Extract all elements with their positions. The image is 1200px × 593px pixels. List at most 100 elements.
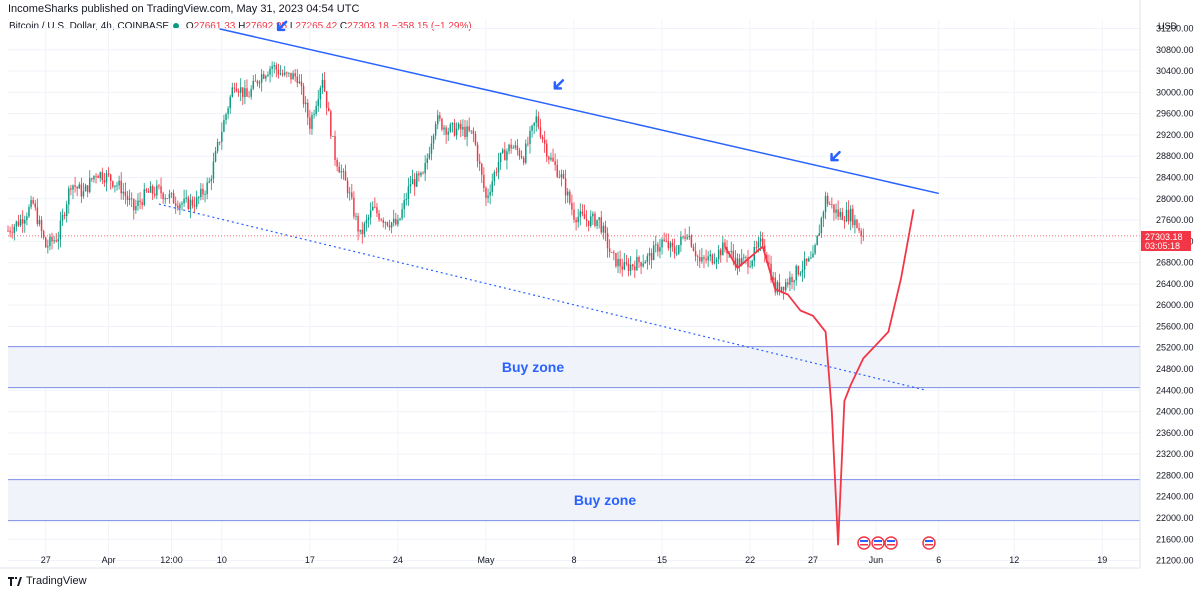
y-tick-label: 27600.00 bbox=[1156, 215, 1194, 225]
flag-circle bbox=[884, 536, 898, 550]
candle-body bbox=[606, 233, 609, 249]
candle-body bbox=[734, 257, 737, 267]
candle-body bbox=[191, 199, 194, 206]
candle-body bbox=[533, 122, 535, 126]
candle-body bbox=[82, 191, 85, 197]
projection-path bbox=[724, 209, 915, 546]
candle-body bbox=[200, 188, 202, 198]
candle-body bbox=[854, 219, 856, 226]
candle-body bbox=[7, 230, 9, 232]
candle-body bbox=[174, 203, 177, 206]
x-tick-label: 6 bbox=[936, 555, 941, 565]
candle-body bbox=[271, 66, 273, 69]
candle-body bbox=[369, 210, 372, 218]
change-value: −358.15 (−1.29%) bbox=[391, 21, 472, 32]
candle-body bbox=[76, 186, 78, 189]
candle-body bbox=[610, 252, 613, 253]
candle-body bbox=[361, 229, 364, 235]
flag-stripe bbox=[860, 540, 868, 542]
candle-body bbox=[803, 258, 806, 270]
candle-body bbox=[89, 178, 91, 193]
candle-body bbox=[409, 184, 412, 187]
y-tick-label: 21600.00 bbox=[1156, 534, 1194, 544]
brand-label[interactable]: TradingView bbox=[26, 575, 87, 587]
candle-body bbox=[573, 209, 575, 220]
candle-body bbox=[617, 258, 619, 267]
candle-body bbox=[332, 136, 334, 137]
candle-body bbox=[709, 254, 711, 257]
candle-body bbox=[181, 203, 183, 205]
candle-body bbox=[711, 254, 714, 264]
candle-body bbox=[552, 157, 554, 162]
candle-body bbox=[210, 178, 213, 182]
candle-body bbox=[852, 208, 854, 226]
buy-zones: Buy zone Buy zone bbox=[8, 346, 1140, 522]
candle-body bbox=[103, 180, 106, 183]
candle-body bbox=[845, 209, 848, 222]
open-label: O bbox=[185, 21, 194, 32]
y-tick-label: 30000.00 bbox=[1156, 87, 1194, 97]
candle-body bbox=[443, 127, 445, 130]
candle-body bbox=[93, 175, 95, 180]
candle-body bbox=[629, 264, 632, 272]
candles bbox=[7, 61, 865, 300]
candle-body bbox=[594, 213, 596, 226]
candle-body bbox=[564, 178, 567, 196]
candle-body bbox=[84, 185, 87, 192]
candle-body bbox=[141, 202, 143, 205]
candle-body bbox=[430, 143, 433, 154]
last-price-tag: 27303.18 03:05:18 bbox=[1141, 231, 1191, 251]
candle-body bbox=[862, 235, 865, 238]
candle-body bbox=[57, 239, 60, 242]
candle-body bbox=[296, 76, 299, 84]
buy-zone-band bbox=[8, 346, 1140, 388]
candle-body bbox=[397, 219, 399, 225]
candle-body bbox=[384, 222, 387, 224]
candle-body bbox=[416, 173, 418, 187]
candle-body bbox=[822, 212, 825, 219]
candle-body bbox=[678, 245, 680, 254]
candle-body bbox=[596, 219, 598, 226]
candle-body bbox=[652, 245, 655, 261]
candle-body bbox=[512, 147, 514, 149]
y-tick-label: 29600.00 bbox=[1156, 109, 1194, 119]
candle-body bbox=[315, 106, 317, 114]
symbol-title[interactable]: Bitcoin / U.S. Dollar, 4h, COINBASE bbox=[9, 21, 170, 32]
candle-body bbox=[147, 190, 150, 193]
candle-body bbox=[826, 195, 829, 205]
candle-body bbox=[30, 200, 32, 208]
candle-body bbox=[590, 216, 592, 226]
candle-body bbox=[782, 286, 785, 291]
candle-body bbox=[791, 277, 793, 283]
candle-body bbox=[99, 172, 101, 179]
candle-body bbox=[28, 207, 30, 217]
candle-body bbox=[529, 130, 531, 145]
candle-body bbox=[411, 179, 414, 185]
candle-body bbox=[204, 194, 206, 196]
candle-body bbox=[772, 277, 774, 280]
candle-body bbox=[298, 81, 301, 84]
candle-body bbox=[151, 186, 154, 194]
candle-body bbox=[558, 176, 561, 178]
candle-body bbox=[283, 72, 286, 75]
candle-body bbox=[9, 230, 11, 233]
candle-body bbox=[743, 257, 745, 258]
candle-body bbox=[32, 200, 34, 204]
candle-body bbox=[237, 91, 240, 93]
candle-body bbox=[810, 257, 812, 259]
candle-body bbox=[68, 188, 70, 205]
candle-body bbox=[418, 173, 420, 176]
x-tick-label: 17 bbox=[305, 555, 315, 565]
candle-body bbox=[338, 166, 340, 173]
candle-body bbox=[156, 185, 158, 196]
candle-body bbox=[193, 205, 196, 207]
x-tick-label: 27 bbox=[808, 555, 818, 565]
candle-body bbox=[61, 214, 64, 221]
candle-body bbox=[229, 96, 231, 109]
candle-body bbox=[843, 220, 846, 222]
buy-zone-label: Buy zone bbox=[574, 492, 636, 508]
candle-body bbox=[818, 233, 821, 236]
candle-body bbox=[120, 180, 122, 194]
candle-body bbox=[497, 161, 500, 173]
